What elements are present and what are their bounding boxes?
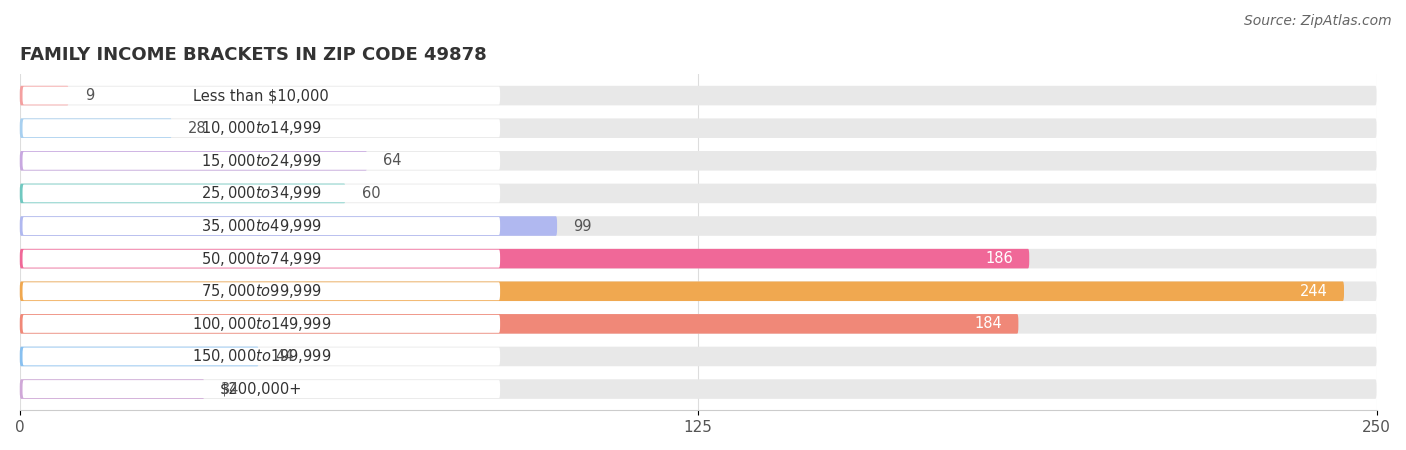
FancyBboxPatch shape: [20, 216, 557, 236]
Text: Less than $10,000: Less than $10,000: [194, 88, 329, 103]
Text: $25,000 to $34,999: $25,000 to $34,999: [201, 184, 322, 202]
Text: 244: 244: [1299, 284, 1327, 299]
FancyBboxPatch shape: [22, 119, 501, 137]
FancyBboxPatch shape: [20, 249, 1029, 268]
FancyBboxPatch shape: [20, 184, 346, 203]
FancyBboxPatch shape: [20, 216, 1376, 236]
FancyBboxPatch shape: [20, 184, 1376, 203]
FancyBboxPatch shape: [22, 347, 501, 365]
Text: 99: 99: [574, 219, 592, 234]
FancyBboxPatch shape: [22, 380, 501, 398]
FancyBboxPatch shape: [22, 184, 501, 202]
FancyBboxPatch shape: [22, 86, 501, 104]
FancyBboxPatch shape: [22, 282, 501, 300]
Text: $15,000 to $24,999: $15,000 to $24,999: [201, 152, 322, 170]
FancyBboxPatch shape: [20, 249, 1376, 268]
FancyBboxPatch shape: [20, 314, 1376, 333]
FancyBboxPatch shape: [22, 217, 501, 235]
FancyBboxPatch shape: [20, 379, 1376, 399]
Text: $35,000 to $49,999: $35,000 to $49,999: [201, 217, 322, 235]
Text: $10,000 to $14,999: $10,000 to $14,999: [201, 119, 322, 137]
Text: $50,000 to $74,999: $50,000 to $74,999: [201, 250, 322, 268]
FancyBboxPatch shape: [20, 151, 1376, 171]
Text: $200,000+: $200,000+: [221, 382, 302, 396]
Text: Source: ZipAtlas.com: Source: ZipAtlas.com: [1244, 14, 1392, 27]
FancyBboxPatch shape: [20, 346, 259, 366]
FancyBboxPatch shape: [20, 346, 1376, 366]
Text: 34: 34: [221, 382, 239, 396]
FancyBboxPatch shape: [20, 118, 1376, 138]
FancyBboxPatch shape: [22, 250, 501, 268]
Text: $150,000 to $199,999: $150,000 to $199,999: [191, 347, 330, 365]
FancyBboxPatch shape: [20, 314, 1018, 333]
FancyBboxPatch shape: [20, 151, 367, 171]
FancyBboxPatch shape: [22, 152, 501, 170]
FancyBboxPatch shape: [20, 118, 172, 138]
Text: 60: 60: [361, 186, 381, 201]
FancyBboxPatch shape: [22, 315, 501, 333]
FancyBboxPatch shape: [20, 86, 69, 105]
Text: FAMILY INCOME BRACKETS IN ZIP CODE 49878: FAMILY INCOME BRACKETS IN ZIP CODE 49878: [20, 46, 486, 64]
FancyBboxPatch shape: [20, 281, 1376, 301]
Text: 64: 64: [384, 153, 402, 168]
Text: 44: 44: [276, 349, 294, 364]
FancyBboxPatch shape: [20, 379, 204, 399]
Text: $75,000 to $99,999: $75,000 to $99,999: [201, 282, 322, 300]
Text: 186: 186: [986, 251, 1012, 266]
Text: 9: 9: [84, 88, 94, 103]
Text: $100,000 to $149,999: $100,000 to $149,999: [191, 315, 330, 333]
FancyBboxPatch shape: [20, 86, 1376, 105]
Text: 28: 28: [188, 121, 207, 136]
Text: 184: 184: [974, 316, 1002, 331]
FancyBboxPatch shape: [20, 281, 1344, 301]
